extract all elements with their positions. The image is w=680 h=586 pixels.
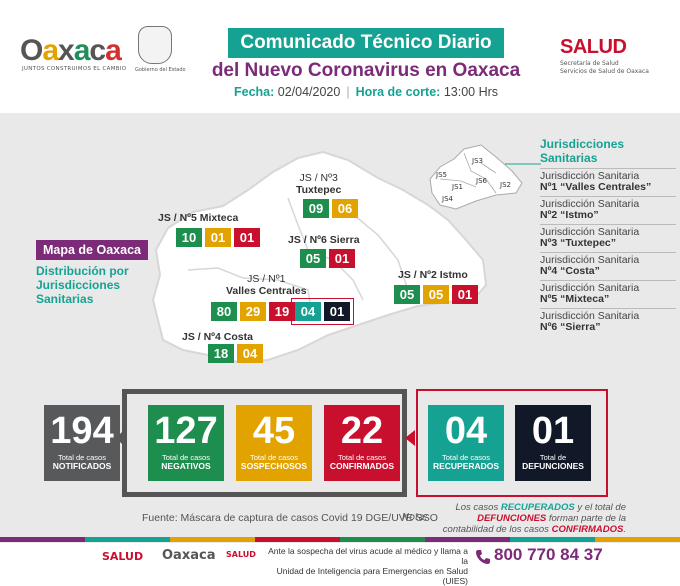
- date-line: Fecha: 02/04/2020 | Hora de corte: 13:00 H…: [233, 85, 499, 99]
- page-title: Comunicado Técnico Diario: [228, 28, 504, 58]
- mini-label: JS2: [499, 181, 511, 189]
- value-sospechosos: 29: [240, 302, 266, 321]
- map-title-box: Mapa de Oaxaca: [36, 240, 148, 260]
- stat-sospechosos: 45 Total de casos SOSPECHOSOS: [236, 405, 312, 481]
- page-subtitle: del Nuevo Coronavirus en Oaxaca: [211, 60, 521, 81]
- js-valles-values: 80 29 19: [211, 302, 295, 321]
- value-confirmados: 19: [269, 302, 295, 321]
- legend-item: Jurisdicción Sanitaria Nº1 “Valles Centra…: [540, 168, 676, 196]
- footer-message: Ante la sospecha del virus acude al médi…: [268, 546, 468, 586]
- stat-recuperados: 04 Total de casos RECUPERADOS: [428, 405, 504, 481]
- js-istmo-values: 05 05 01: [394, 285, 478, 304]
- value-confirmados: 01: [234, 228, 260, 247]
- note-label: Nota:: [402, 512, 428, 523]
- mini-label: JS5: [435, 171, 447, 179]
- legend-item: Jurisdicción Sanitaria Nº6 “Sierra”: [540, 308, 676, 336]
- js-tuxtepec-values: 09 06: [303, 199, 358, 218]
- stat-notificados: 194 Total de casos NOTIFICADOS: [44, 405, 120, 481]
- mini-label: JS1: [451, 183, 463, 191]
- mini-label: JS4: [441, 195, 454, 203]
- value-confirmados: 01: [329, 249, 355, 268]
- legend-item: Jurisdicción Sanitaria Nº3 “Tuxtepec”: [540, 224, 676, 252]
- emergency-phone[interactable]: 800 770 84 37: [494, 545, 603, 564]
- footer-salud-logo-2: SALUD: [226, 550, 256, 559]
- oaxaca-logo: Oaxaca: [20, 34, 122, 67]
- value-negativos: 05: [394, 285, 420, 304]
- js-valles-label: JS / Nº1 Valles Centrales: [226, 273, 307, 297]
- value-negativos: 18: [208, 344, 234, 363]
- js-sierra-values: 05 01: [300, 249, 355, 268]
- js-costa-values: 18 04: [208, 344, 263, 363]
- value-negativos: 09: [303, 199, 329, 218]
- stat-negativos: 127 Total de casos NEGATIVOS: [148, 405, 224, 481]
- js-mixteca-values: 10 01 01: [176, 228, 260, 247]
- value-recuperados: 04: [295, 302, 321, 321]
- confirmed-breakdown-frame: [416, 389, 608, 497]
- stat-defunciones: 01 Total de DEFUNCIONES: [515, 405, 591, 481]
- crest-caption: Gobierno del Estado: [135, 67, 186, 73]
- state-crest-icon: [138, 26, 172, 64]
- legend-item: Jurisdicción Sanitaria Nº5 “Mixteca”: [540, 280, 676, 308]
- value-negativos: 10: [176, 228, 202, 247]
- js-istmo-label: JS / Nº2 Istmo: [398, 269, 468, 281]
- note-text: Los casos RECUPERADOS y el total de DEFU…: [442, 502, 626, 535]
- arrow-left-icon: [116, 428, 126, 448]
- footer-salud-logo: SALUD: [102, 550, 144, 563]
- value-confirmados: 01: [452, 285, 478, 304]
- source-note: Fuente: Máscara de captura de casos Covi…: [142, 512, 438, 524]
- value-negativos: 80: [211, 302, 237, 321]
- legend-list: Jurisdicción Sanitaria Nº1 “Valles Centra…: [540, 168, 676, 336]
- value-defunciones: 01: [324, 302, 350, 321]
- stat-confirmados: 22 Total de casos CONFIRMADOS: [324, 405, 400, 481]
- value-sospechosos: 01: [205, 228, 231, 247]
- js-tuxtepec-label: JS / Nº3 Tuxtepec: [296, 172, 342, 196]
- value-negativos: 05: [300, 249, 326, 268]
- mini-map-icon: JS3 JS5 JS1 JS6 JS2 JS4: [429, 144, 523, 210]
- js-sierra-label: JS / Nº6 Sierra: [288, 234, 360, 246]
- mini-label: JS3: [471, 157, 483, 165]
- arrow-left-icon: [405, 430, 415, 446]
- legend-item: Jurisdicción Sanitaria Nº4 “Costa”: [540, 252, 676, 280]
- value-sospechosos: 05: [423, 285, 449, 304]
- connector-line: [505, 163, 541, 165]
- map-subtitle: Distribución por Jurisdicciones Sanitarias: [36, 264, 129, 306]
- phone-icon: [476, 550, 490, 564]
- legend-item: Jurisdicción Sanitaria Nº2 “Istmo”: [540, 196, 676, 224]
- value-sospechosos: 06: [332, 199, 358, 218]
- legend-title: Jurisdicciones Sanitarias: [540, 137, 625, 165]
- value-sospechosos: 04: [237, 344, 263, 363]
- footer-oaxaca-logo: Oaxaca: [162, 548, 216, 563]
- salud-logo: SALUD: [560, 36, 627, 58]
- oaxaca-tagline: JUNTOS CONSTRUIMOS EL CAMBIO: [22, 66, 127, 72]
- mini-label: JS6: [475, 177, 488, 185]
- salud-subtitle: Secretaría de Salud Servicios de Salud de…: [560, 60, 649, 75]
- color-stripes: [0, 537, 680, 542]
- js-valles-highlight: 04 01: [291, 298, 354, 325]
- js-costa-label: JS / Nº4 Costa: [182, 331, 253, 343]
- js-mixteca-label: JS / Nº5 Mixteca: [158, 212, 239, 224]
